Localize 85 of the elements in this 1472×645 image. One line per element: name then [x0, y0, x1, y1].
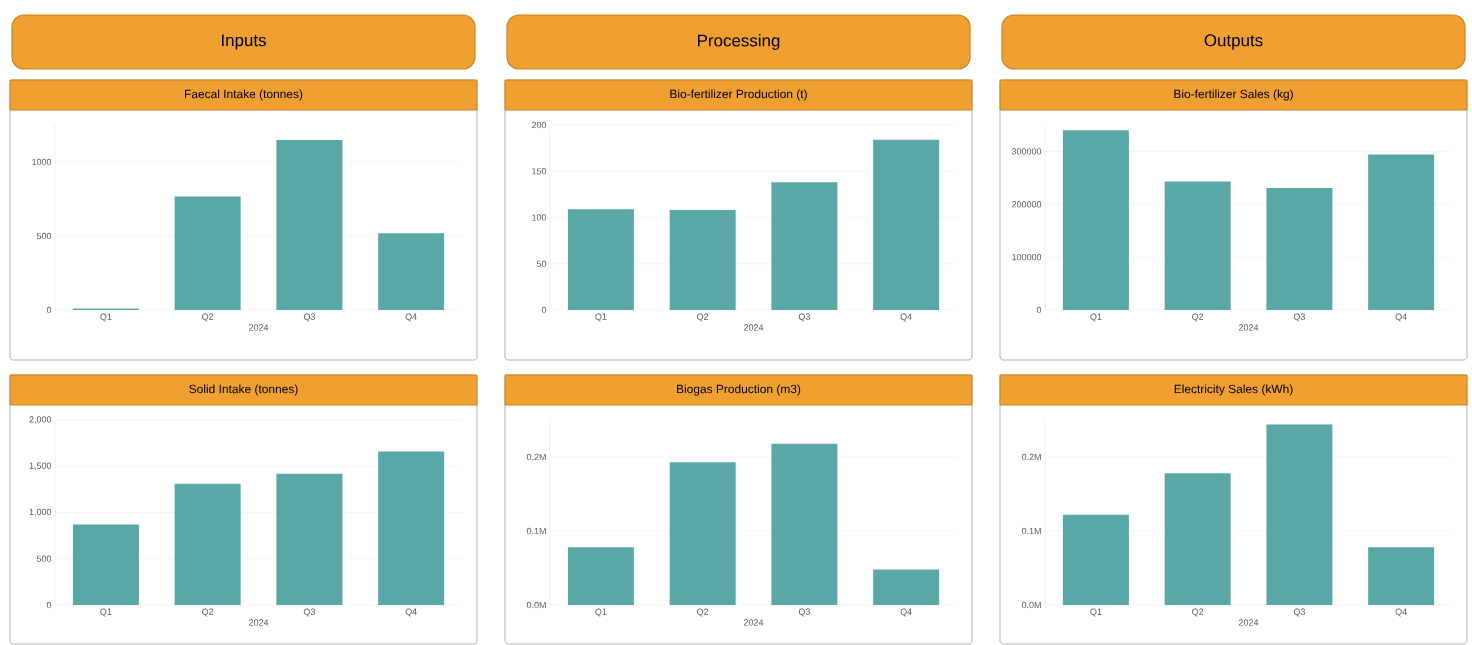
y-tick-label: 500 [36, 555, 52, 562]
y-tick-label: 0.0M [1021, 601, 1041, 609]
bar [1164, 181, 1231, 310]
x-tick-label: Q2 [697, 313, 709, 322]
x-tick-label: Q2 [202, 313, 214, 322]
bar [1266, 187, 1333, 310]
chart-title: Bio-fertilizer Sales (kg) [1174, 89, 1293, 101]
y-tick-label: 0 [1036, 306, 1042, 314]
x-tick-label: Q2 [697, 608, 709, 617]
x-tick-label: Q3 [303, 313, 315, 322]
bar [873, 139, 940, 310]
x-tick-label: Q3 [1293, 608, 1305, 617]
y-tick-label: 300000 [1011, 148, 1042, 155]
y-tick-label: 200000 [1012, 201, 1042, 208]
text: Inputs [222, 34, 266, 50]
x-axis-title: 2024 [1239, 619, 1259, 626]
y-tick-label: 1000 [32, 158, 52, 166]
bar [771, 182, 838, 310]
x-tick-label: Q1 [100, 608, 112, 617]
bar [567, 209, 634, 310]
chart-title: Electricity Sales (kWh) [1174, 384, 1293, 396]
y-tick-label: 100 [532, 214, 547, 221]
x-tick-label: Q4 [405, 608, 417, 617]
chart-title: Bio-fertilizer Production (t) [670, 89, 807, 101]
y-tick-label: 50 [536, 260, 547, 267]
bar [378, 233, 445, 310]
y-tick-label: 0 [541, 306, 547, 314]
x-tick-label: Q2 [202, 608, 214, 617]
x-tick-label: Q4 [900, 608, 912, 617]
bar [873, 569, 940, 605]
text: Outputs [1204, 34, 1263, 50]
x-tick-label: Q3 [303, 608, 315, 617]
x-tick-label: Q2 [1192, 608, 1204, 617]
y-tick-label: 0 [46, 306, 52, 314]
x-axis-title: 2024 [744, 324, 764, 331]
x-tick-label: Q4 [1395, 608, 1407, 617]
y-tick-label: 0 [46, 601, 52, 609]
y-tick-label: 0.1M [526, 527, 546, 535]
y-tick-label: 150 [532, 168, 547, 175]
bar [669, 210, 736, 310]
x-tick-label: Q3 [1293, 313, 1305, 322]
x-tick-label: Q4 [900, 313, 912, 322]
bar [771, 443, 838, 605]
x-tick-label: Q1 [595, 313, 607, 322]
bar [276, 473, 343, 605]
chart-title: Biogas Production (m3) [677, 384, 801, 396]
x-axis-title: 2024 [248, 619, 269, 626]
bar [174, 483, 241, 605]
y-tick-label: 1,000 [29, 508, 52, 517]
x-axis-title: 2024 [248, 324, 269, 331]
bar [669, 462, 736, 605]
x-axis-title: 2024 [744, 619, 764, 626]
x-tick-label: Q3 [798, 313, 810, 322]
y-tick-label: 100000 [1012, 253, 1042, 261]
y-tick-label: 200 [531, 121, 547, 129]
x-tick-label: Q3 [798, 608, 810, 617]
bar [276, 139, 343, 310]
bar [174, 196, 241, 310]
bar [1164, 473, 1231, 605]
x-tick-label: Q1 [1090, 608, 1102, 617]
y-tick-label: 0.2M [1021, 453, 1041, 461]
bar [1368, 154, 1435, 310]
y-tick-label: 0.0M [526, 601, 546, 609]
bar [1062, 130, 1129, 310]
chart-title: Faecal Intake (tonnes) [185, 89, 303, 101]
y-tick-label: 2,000 [29, 416, 52, 424]
x-tick-label: Q1 [100, 313, 112, 322]
bar [1062, 514, 1129, 605]
bar [1266, 424, 1333, 605]
bar [72, 524, 139, 605]
bar [378, 451, 445, 605]
x-tick-label: Q1 [595, 608, 607, 617]
y-tick-label: 1,500 [29, 462, 52, 470]
y-tick-label: 0.2M [526, 453, 546, 461]
x-tick-label: Q2 [1192, 313, 1204, 322]
x-axis-title: 2024 [1239, 324, 1259, 331]
x-tick-label: Q4 [405, 313, 417, 322]
chart-title: Solid Intake (tonnes) [189, 384, 298, 396]
y-tick-label: 500 [36, 232, 52, 240]
text: Processing [698, 34, 780, 50]
x-tick-label: Q1 [1090, 313, 1102, 322]
x-tick-label: Q4 [1395, 313, 1407, 322]
bar [567, 547, 634, 605]
y-tick-label: 0.1M [1021, 527, 1041, 535]
bar [1368, 547, 1435, 605]
